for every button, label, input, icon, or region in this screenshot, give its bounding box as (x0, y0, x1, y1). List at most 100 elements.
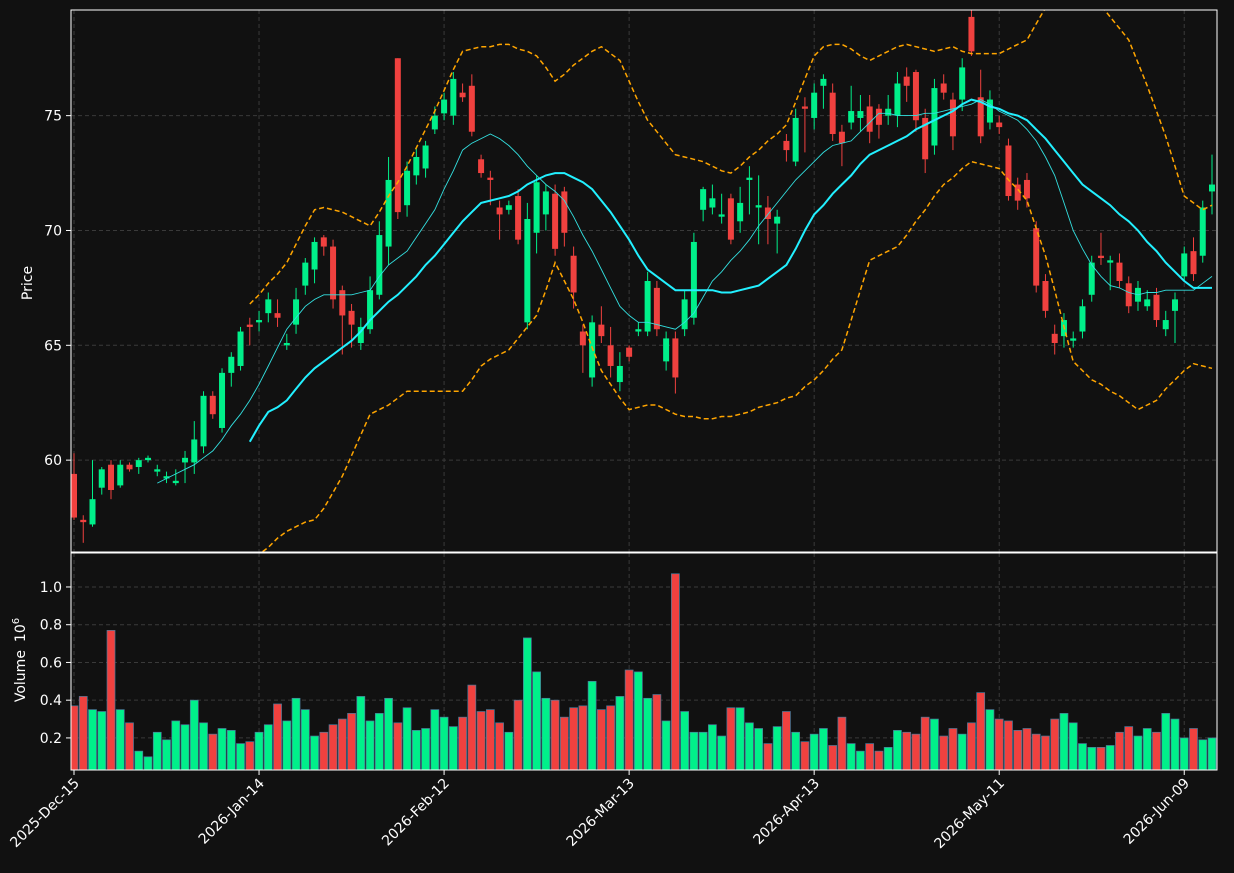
volume-bar (402, 707, 412, 770)
volume-bar (439, 716, 449, 770)
candle-body (274, 313, 281, 318)
candle-body (931, 88, 938, 146)
candle-body (801, 106, 808, 109)
volume-bar (263, 724, 273, 770)
volume-bar (735, 707, 745, 770)
volume-bar (809, 733, 819, 770)
volume-label: Volume (13, 650, 29, 702)
candle-body (404, 170, 411, 206)
volume-bar (356, 696, 366, 770)
volume-bar (1041, 735, 1050, 770)
candle-body (1116, 262, 1123, 281)
volume-bar (458, 716, 467, 770)
candle-body (154, 469, 161, 472)
volume-axis-label: Volume 106 (11, 618, 29, 702)
volume-bar (495, 722, 504, 770)
volume-bar (893, 730, 902, 770)
candle-body (968, 16, 975, 52)
volume-bar (1059, 713, 1069, 770)
volume-bar (782, 711, 791, 770)
candle-body (367, 290, 374, 330)
candle-body (1153, 294, 1160, 321)
volume-bar (1068, 722, 1078, 770)
candle-body (496, 207, 503, 215)
grid (71, 10, 1217, 770)
candle-body (709, 198, 716, 208)
overlay-line (248, 98, 1212, 443)
candle-body (1005, 145, 1012, 197)
candle-body (672, 338, 679, 378)
candle-body (857, 111, 864, 118)
candle-body (663, 338, 670, 362)
volume-bar (106, 630, 116, 770)
volume-frame (70, 552, 1218, 771)
y-tick-label: 0.8 (40, 618, 62, 634)
volume-bar (393, 722, 403, 770)
volume-bar (485, 709, 495, 770)
candle-body (829, 92, 836, 135)
volume-offset-base: 10 (13, 624, 29, 642)
volume-bar (467, 684, 477, 770)
candle-body (903, 76, 910, 86)
y-tick-label: 0.2 (40, 731, 62, 747)
candle-body (912, 72, 919, 121)
volume-bar (643, 697, 652, 770)
candle-body (357, 326, 364, 344)
y-tick-label: 0.6 (40, 655, 62, 671)
volume-bar (328, 724, 338, 770)
candle-body (1162, 320, 1169, 330)
candle-body (700, 189, 707, 210)
candle-body (394, 58, 401, 213)
volume-bar (504, 731, 514, 770)
volume-bar (1078, 743, 1087, 770)
candle-body (459, 92, 466, 98)
volume-bar (513, 699, 523, 770)
candle-body (145, 457, 152, 461)
volume-bar (115, 709, 125, 770)
candle-body (228, 356, 235, 373)
y-tick-label: 0.4 (40, 693, 62, 709)
volume-bar (837, 716, 847, 770)
candle-body (422, 145, 429, 169)
volume-bar (1105, 745, 1115, 770)
volume-bar (430, 709, 440, 770)
candle-body (589, 322, 596, 378)
candle-body (875, 108, 882, 125)
volume-bar (1161, 713, 1171, 770)
candle-body (450, 78, 457, 116)
volume-bar (578, 705, 588, 770)
volume-bar (930, 718, 939, 770)
volume-bar (236, 743, 245, 770)
volume-bar (846, 743, 856, 770)
volume-bar (1004, 720, 1013, 770)
candle-body (681, 299, 688, 330)
y-tick-label: 1.0 (40, 580, 62, 596)
volume-bar (411, 730, 421, 770)
y-tick-label: 70 (44, 223, 62, 239)
candle-body (209, 395, 216, 415)
volume-bar (347, 713, 356, 770)
volume-bar (1207, 737, 1217, 770)
candle-body (922, 117, 929, 160)
candle-body (478, 159, 485, 174)
volume-bar (800, 741, 810, 770)
volume-bar (1087, 747, 1097, 770)
candle-body (246, 324, 253, 327)
candle-body (727, 198, 734, 240)
candle-body (690, 241, 697, 318)
candle-body (89, 499, 96, 525)
candle-body (1209, 184, 1215, 192)
candle-body (1079, 306, 1086, 332)
volume-bar (754, 728, 764, 770)
volume-bar (199, 722, 208, 770)
volume-bar (1179, 737, 1189, 770)
volume-bar (337, 718, 347, 770)
volume-bar (189, 699, 199, 770)
volume-bar (1189, 728, 1198, 770)
candle-body (311, 241, 318, 270)
candle-body (1088, 262, 1095, 295)
candle-body (200, 395, 207, 447)
candle-body (191, 439, 198, 463)
candle-body (653, 287, 660, 330)
